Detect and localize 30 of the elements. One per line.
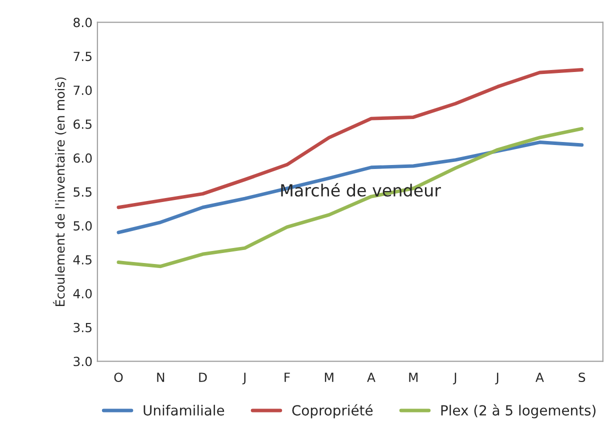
- x-tick-label: M: [409, 372, 418, 382]
- legend-label: Copropriété: [292, 404, 373, 418]
- y-tick-label: 3.0: [74, 356, 92, 366]
- line-series: [116, 127, 584, 268]
- x-tick-label: A: [536, 372, 544, 382]
- y-tick-label: 5.0: [74, 221, 92, 231]
- y-tick-label: 7.0: [74, 86, 92, 96]
- x-tick-label: A: [367, 372, 376, 382]
- x-tick-label: S: [578, 372, 586, 382]
- line-series: [116, 140, 584, 234]
- x-tick-label: D: [199, 372, 207, 382]
- y-axis-title: Écoulement de l'inventaire (en mois): [52, 77, 66, 306]
- x-tick-label: O: [114, 372, 123, 382]
- x-tick-label: F: [284, 372, 290, 382]
- x-tick-label: J: [452, 372, 456, 384]
- x-tick-label: J: [495, 372, 498, 384]
- legend-label: Plex (2 à 5 logements): [441, 404, 596, 418]
- y-tick-label: 7.5: [74, 52, 92, 62]
- y-tick-label: 3.5: [74, 322, 92, 332]
- y-tick-label: 4.5: [73, 255, 92, 264]
- y-tick-label: 4.0: [73, 288, 92, 298]
- y-tick-label: 6.5: [74, 119, 92, 129]
- x-tick-label: M: [324, 372, 334, 382]
- y-tick-label: 8.0: [74, 18, 92, 28]
- x-tick-label: N: [157, 372, 164, 382]
- legend-label: Unifamiliale: [144, 404, 224, 416]
- y-tick-label: 6.0: [74, 153, 92, 163]
- y-tick-label: 5.5: [74, 187, 92, 197]
- x-tick-label: J: [242, 372, 246, 384]
- line-series: [116, 68, 584, 210]
